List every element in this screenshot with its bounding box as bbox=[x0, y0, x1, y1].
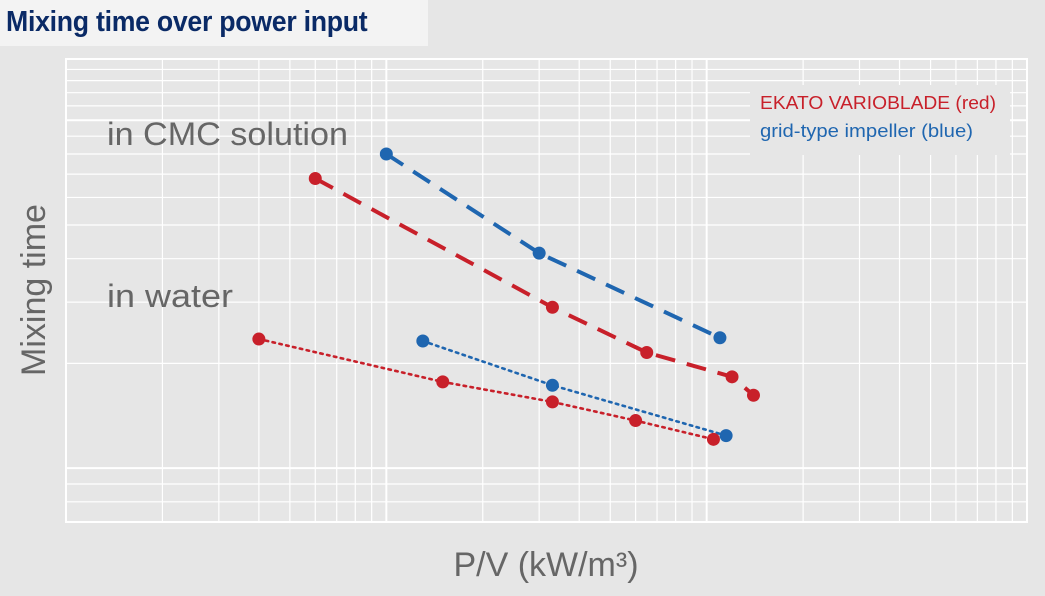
chart-title: Mixing time over power input bbox=[6, 6, 368, 38]
data-point-s0-4 bbox=[746, 388, 760, 402]
data-point-s3-0 bbox=[416, 334, 430, 348]
data-point-s0-1 bbox=[545, 300, 559, 314]
points-group bbox=[252, 147, 760, 446]
annotation-water: in water bbox=[107, 278, 233, 314]
x-axis-label: P/V (kW/m³) bbox=[453, 546, 638, 584]
data-point-s3-2 bbox=[719, 429, 733, 443]
data-point-s1-1 bbox=[532, 246, 546, 260]
annotation-cmc-solution: in CMC solution bbox=[107, 116, 348, 152]
legend-box bbox=[750, 85, 1010, 155]
data-point-s2-4 bbox=[706, 432, 720, 446]
data-point-s0-0 bbox=[308, 172, 322, 186]
title-box: Mixing time over power input bbox=[0, 0, 428, 46]
data-point-s1-2 bbox=[713, 331, 727, 345]
series-line-0 bbox=[314, 176, 755, 397]
y-axis-label: Mixing time bbox=[15, 204, 53, 376]
series-line-3 bbox=[421, 339, 728, 437]
data-point-s3-1 bbox=[545, 378, 559, 392]
data-point-s0-3 bbox=[725, 370, 739, 384]
legend-entry-ekato-varioblade: EKATO VARIOBLADE (red) bbox=[760, 93, 996, 113]
data-point-s0-2 bbox=[640, 345, 654, 359]
data-point-s1-0 bbox=[379, 147, 393, 161]
data-point-s2-0 bbox=[252, 332, 266, 346]
data-point-s2-1 bbox=[436, 375, 450, 389]
legend-entry-grid-type-impeller: grid-type impeller (blue) bbox=[760, 121, 973, 141]
horizontal-grid bbox=[66, 58, 1027, 523]
data-point-s2-3 bbox=[629, 414, 643, 428]
data-point-s2-2 bbox=[545, 395, 559, 409]
